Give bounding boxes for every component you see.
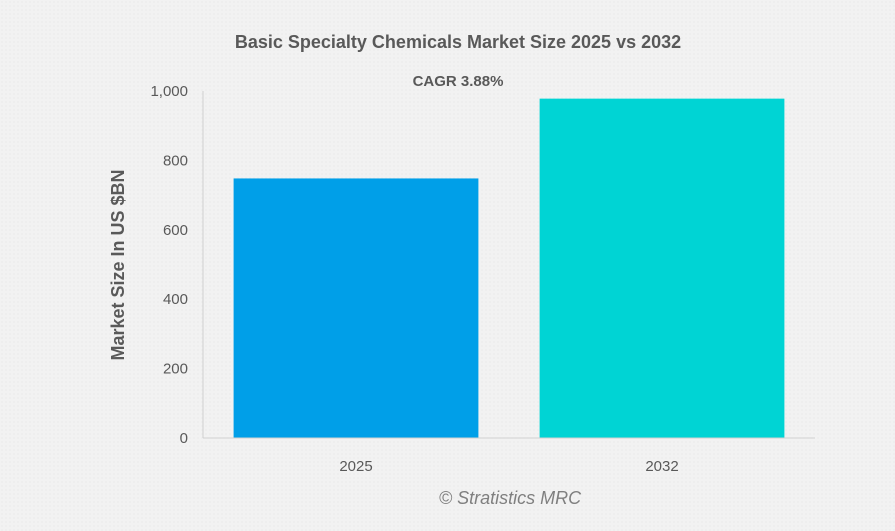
- y-axis-ticks: 0 200 400 600 800 1,000: [150, 83, 188, 447]
- y-tick-label: 400: [163, 291, 188, 308]
- bar-2025: [233, 178, 479, 438]
- x-axis-ticks: 2025 2032: [339, 458, 678, 475]
- y-axis-label: Market Size In US $BN: [108, 169, 128, 360]
- y-tick-label: 200: [163, 361, 188, 378]
- x-tick-label: 2032: [645, 458, 678, 475]
- y-tick-label: 1,000: [150, 83, 188, 100]
- bars: [233, 98, 785, 438]
- bar-2032: [539, 98, 785, 438]
- y-tick-label: 0: [180, 430, 188, 447]
- y-tick-label: 800: [163, 152, 188, 169]
- x-tick-label: 2025: [339, 458, 372, 475]
- chart-subtitle: CAGR 3.88%: [413, 73, 504, 90]
- y-tick-label: 600: [163, 222, 188, 239]
- watermark: © Stratistics MRC: [439, 488, 582, 508]
- chart-title: Basic Specialty Chemicals Market Size 20…: [235, 32, 681, 52]
